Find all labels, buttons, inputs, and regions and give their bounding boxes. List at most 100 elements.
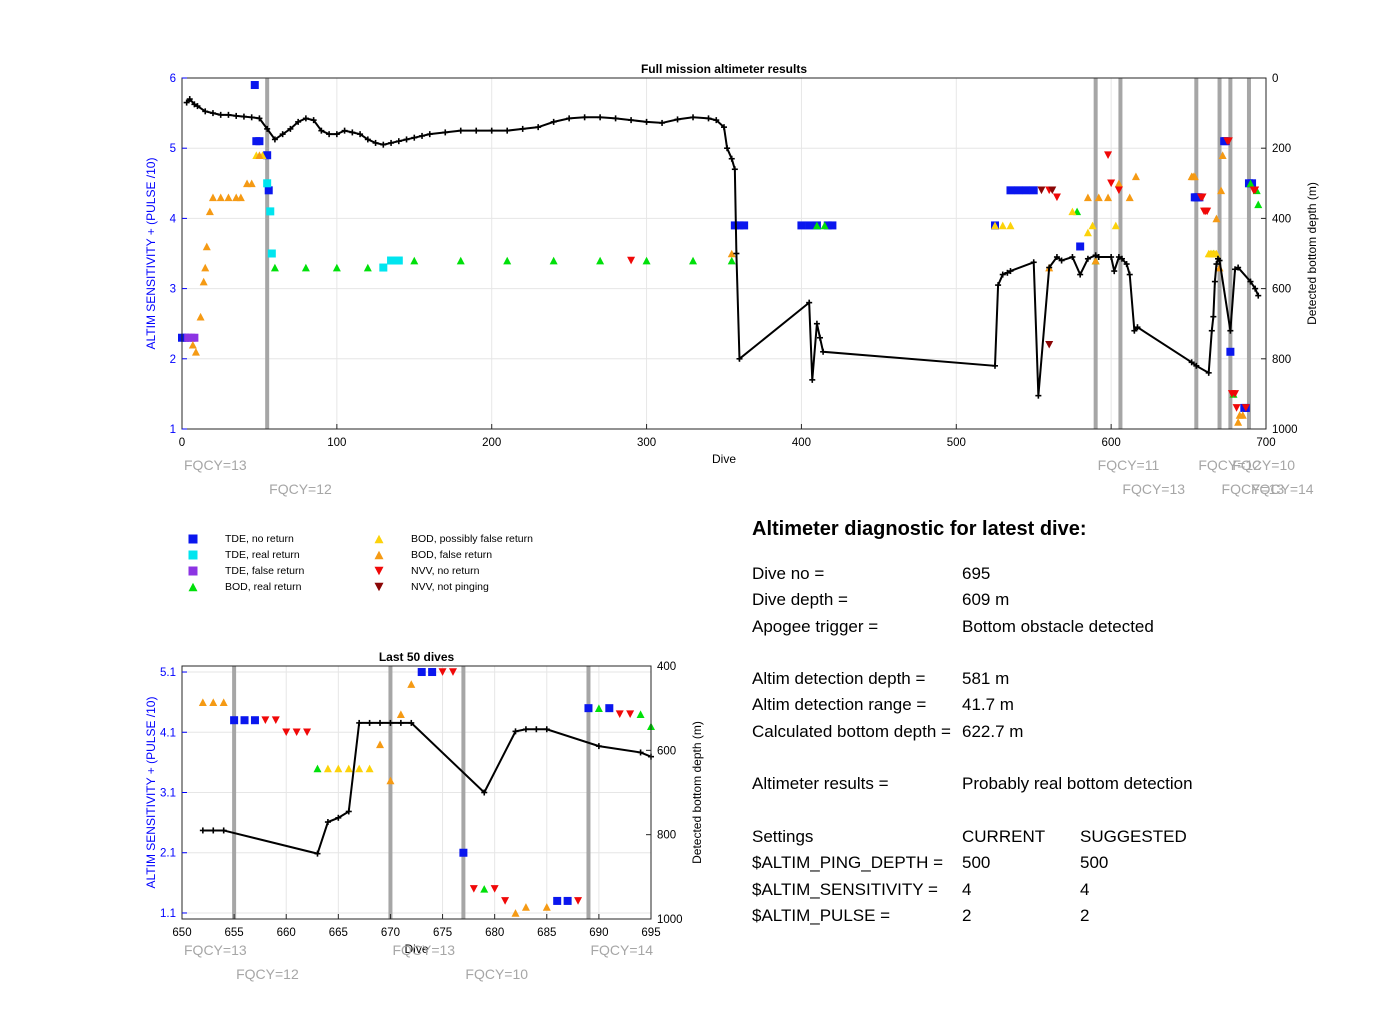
data-point-plus bbox=[364, 136, 371, 143]
data-point-triangle-down bbox=[1231, 390, 1240, 398]
apogee-label: Apogee trigger = bbox=[752, 616, 879, 636]
fqcy-label: FQCY=13 bbox=[184, 942, 247, 958]
data-point-plus bbox=[240, 113, 247, 120]
data-point-triangle-down bbox=[1037, 186, 1046, 195]
x-tick-label: 670 bbox=[381, 927, 400, 939]
y-left-tick-label: 3 bbox=[170, 284, 176, 296]
data-point-plus bbox=[1131, 327, 1138, 334]
data-point-triangle-up bbox=[727, 256, 736, 265]
data-point-plus bbox=[535, 124, 542, 131]
data-point-plus bbox=[411, 134, 418, 141]
data-point-triangle-up bbox=[642, 256, 651, 265]
data-point-triangle-up bbox=[313, 764, 322, 773]
detection-range-row: Altim detection range = 41.7 m bbox=[752, 692, 1352, 718]
data-point-plus bbox=[1208, 327, 1215, 334]
data-point-plus bbox=[1007, 268, 1014, 275]
legend-item: NVV, no return bbox=[371, 565, 480, 577]
data-point-square bbox=[563, 896, 572, 905]
data-point-plus bbox=[728, 155, 735, 162]
data-point-triangle-up bbox=[198, 698, 207, 706]
data-point-triangle-up bbox=[1094, 193, 1103, 202]
data-point-triangle-up bbox=[355, 764, 364, 773]
data-point-triangle-up bbox=[191, 347, 200, 356]
data-point-triangle-up bbox=[1091, 256, 1100, 265]
data-point-square bbox=[230, 716, 239, 725]
data-point-plus bbox=[595, 743, 602, 750]
data-point-triangle-up bbox=[1104, 193, 1113, 202]
data-point-triangle-up bbox=[1114, 179, 1123, 188]
data-point-triangle-down bbox=[271, 716, 280, 725]
data-point-square bbox=[1076, 242, 1085, 251]
data-point-plus bbox=[387, 719, 394, 726]
data-point-plus bbox=[512, 728, 519, 735]
dive-depth-label: Dive depth = bbox=[752, 590, 848, 610]
data-point-plus bbox=[473, 127, 480, 134]
fqcy-label: FQCY=10 bbox=[465, 966, 528, 982]
data-point-triangle-up bbox=[216, 193, 225, 202]
triangle-up-icon bbox=[374, 550, 384, 560]
data-point-square bbox=[250, 716, 259, 725]
y-left-tick-label: 3.1 bbox=[160, 788, 176, 800]
data-point-triangle-down bbox=[261, 716, 270, 725]
data-point-plus bbox=[995, 282, 1002, 289]
data-point-triangle-up bbox=[374, 550, 384, 560]
data-point-triangle-up bbox=[636, 710, 645, 718]
data-point-triangle-up bbox=[1218, 151, 1227, 160]
data-point-triangle-down bbox=[469, 885, 478, 893]
data-point-plus bbox=[335, 814, 342, 821]
data-point-plus bbox=[357, 131, 364, 138]
data-point-plus bbox=[345, 808, 352, 815]
data-point-plus bbox=[366, 719, 373, 726]
y-left-tick-label: 5.1 bbox=[160, 667, 176, 679]
fqcy-label: FQCY=14 bbox=[1251, 481, 1314, 497]
legend: TDE, no return TDE, real return TDE, false… bbox=[185, 533, 585, 603]
data-point-square bbox=[428, 668, 437, 677]
data-point-triangle-up bbox=[236, 193, 245, 202]
data-point-triangle-up bbox=[188, 340, 197, 349]
y-left-tick-label: 5 bbox=[170, 143, 176, 155]
data-point-square bbox=[255, 137, 264, 146]
data-point-plus bbox=[612, 115, 619, 122]
square-icon bbox=[188, 566, 198, 576]
data-point-plus bbox=[1205, 369, 1212, 376]
setting-row: $ALTIM_SENSITIVITY = 4 4 bbox=[752, 877, 1352, 903]
data-point-square bbox=[1029, 186, 1038, 195]
setting-current: 2 bbox=[962, 905, 972, 925]
triangle-up-icon bbox=[188, 582, 198, 592]
data-point-plus bbox=[324, 819, 331, 826]
data-point-plus bbox=[1216, 257, 1223, 264]
data-point-triangle-down bbox=[626, 710, 635, 718]
fqcy-label: FQCY=11 bbox=[1098, 457, 1160, 473]
data-point-triangle-up bbox=[549, 256, 558, 265]
data-point-plus bbox=[209, 110, 216, 117]
data-point-square bbox=[266, 207, 275, 216]
data-point-square bbox=[1006, 186, 1015, 195]
data-point-plus bbox=[202, 108, 209, 115]
data-point-plus bbox=[690, 114, 697, 121]
data-point-triangle-up bbox=[1212, 249, 1221, 258]
data-point-square bbox=[394, 256, 403, 265]
data-point-plus bbox=[1053, 254, 1060, 261]
legend-label: NVV, no return bbox=[411, 565, 480, 577]
data-point-square bbox=[1021, 186, 1030, 195]
data-point-plus bbox=[217, 111, 224, 118]
dive-no-row: Dive no = 695 bbox=[752, 561, 1352, 587]
y-right-tick-label: 800 bbox=[1272, 354, 1291, 366]
data-point-triangle-up bbox=[334, 764, 343, 773]
y-right-tick-label: 200 bbox=[1272, 143, 1291, 155]
data-point-triangle-up bbox=[503, 256, 512, 265]
x-tick-label: 500 bbox=[947, 437, 966, 449]
data-point-triangle-up bbox=[386, 776, 395, 785]
altimeter-diagnostic-panel: Altimeter diagnostic for latest dive: Di… bbox=[752, 518, 1352, 929]
settings-header-row: Settings CURRENT SUGGESTED bbox=[752, 824, 1352, 850]
data-point-plus bbox=[1069, 254, 1076, 261]
data-point-triangle-down bbox=[615, 710, 624, 718]
data-point-plus bbox=[637, 749, 644, 756]
data-point-plus bbox=[1111, 268, 1118, 275]
data-point-plus bbox=[1252, 285, 1259, 292]
data-point-triangle-up bbox=[202, 242, 211, 251]
data-point-square bbox=[605, 704, 614, 713]
data-point-plus bbox=[233, 112, 240, 119]
x-tick-label: 685 bbox=[537, 927, 556, 939]
data-point-plus bbox=[992, 362, 998, 369]
